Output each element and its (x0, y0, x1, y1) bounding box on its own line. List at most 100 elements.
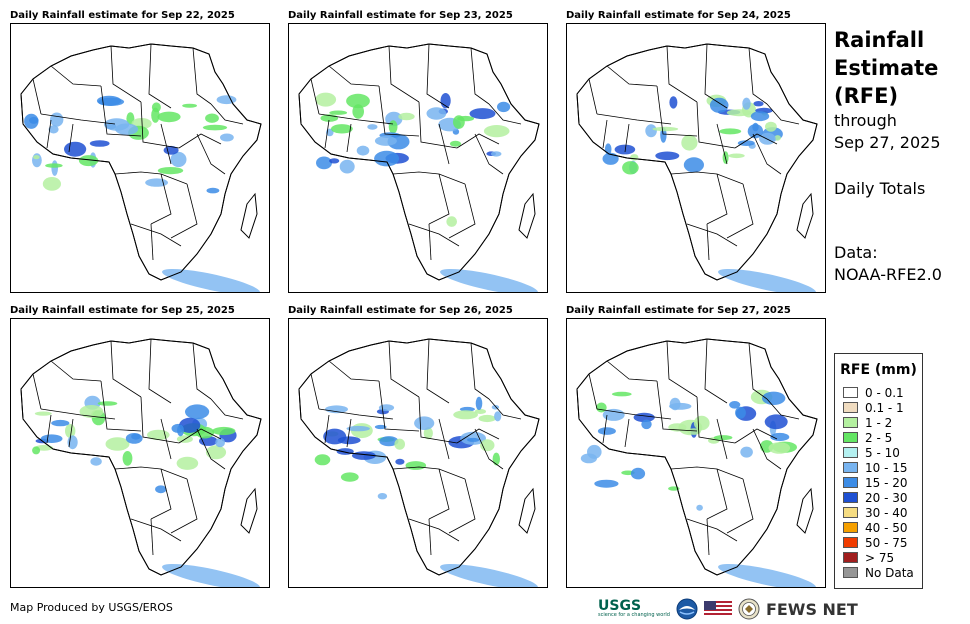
country-border (192, 342, 212, 400)
rainfall-patch (483, 125, 510, 138)
country-border (378, 85, 420, 137)
rainfall-patch (453, 115, 465, 129)
legend-label: 30 - 40 (865, 505, 908, 520)
rainfall-patch (728, 153, 745, 159)
rainfall-patch (131, 433, 141, 440)
rainfall-patch (170, 151, 187, 168)
rainfall-patch (151, 102, 161, 113)
rainfall-patch (316, 156, 332, 170)
country-border (178, 428, 222, 444)
country-border (130, 223, 182, 247)
country-border (428, 468, 450, 520)
country-border (624, 123, 630, 153)
rainfall-patch (474, 409, 487, 414)
rainfall-patch (742, 97, 751, 110)
rainfall-patch (630, 467, 646, 480)
country-border (656, 85, 698, 137)
country-border (748, 47, 768, 105)
rainfall-patch (89, 140, 110, 147)
legend-item: 50 - 75 (843, 535, 922, 550)
panel-title: Daily Rainfall estimate for Sep 26, 2025 (288, 305, 513, 316)
country-border (310, 373, 320, 410)
rainfall-map (10, 23, 270, 293)
rainfall-patch (157, 167, 184, 175)
rainfall-patch (446, 216, 457, 227)
legend-swatch (843, 447, 858, 458)
madagascar-outline (518, 192, 536, 239)
country-border (748, 342, 768, 400)
country-border (686, 518, 738, 542)
rainfall-patch (594, 479, 619, 488)
country-border (32, 373, 42, 410)
rainfall-patch (179, 417, 201, 433)
noaa-logo-icon (676, 598, 698, 620)
title-line: Estimate (834, 56, 939, 80)
country-border (696, 101, 736, 149)
rainfall-patch (185, 404, 210, 420)
rainfall-patch (388, 120, 398, 134)
legend-swatch (843, 522, 858, 533)
rainfall-patch (687, 428, 701, 435)
africa-coastline (298, 338, 540, 576)
country-border (392, 466, 466, 480)
rainfall-patch (740, 446, 753, 458)
country-border (68, 123, 74, 153)
country-border (40, 408, 116, 420)
rainfall-patch (346, 93, 370, 109)
country-border (596, 113, 672, 125)
rainfall-patch (78, 155, 99, 167)
country-border (606, 360, 658, 382)
rainfall-patch (440, 268, 538, 292)
legend-item: > 75 (843, 550, 922, 565)
rainfall-patch (32, 446, 41, 455)
us-flag-icon (703, 601, 732, 617)
legend-swatch (843, 402, 858, 413)
rainfall-patch (395, 458, 405, 465)
legend-swatch (843, 417, 858, 428)
rainfall-patch (216, 95, 237, 105)
rainfall-patch (220, 133, 234, 142)
country-border (68, 418, 74, 448)
country-border (448, 183, 476, 239)
rainfall-patch (24, 113, 39, 129)
country-border (752, 133, 782, 175)
rainfall-patch (770, 432, 790, 442)
country-border (470, 47, 490, 105)
rainfall-patch (729, 401, 741, 409)
legend-item: 40 - 50 (843, 520, 922, 535)
rainfall-patch (96, 95, 122, 106)
rainfall-patch (352, 104, 364, 119)
legend-swatch (843, 567, 858, 578)
country-border (150, 223, 154, 261)
rainfall-patch (494, 411, 502, 422)
rainfall-patch (405, 461, 427, 470)
rainfall-patch (669, 96, 678, 109)
rainfall-patch (206, 187, 220, 194)
country-border (392, 171, 466, 185)
legend-label: 15 - 20 (865, 475, 908, 490)
rainfall-patch (50, 112, 64, 127)
rainfall-patch (726, 109, 752, 117)
legend-label: 0.1 - 1 (865, 400, 904, 415)
rainfall-patch (177, 424, 184, 437)
map-title-block: Rainfall Estimate (RFE) through Sep 27, … (834, 26, 964, 286)
legend-item: 0 - 0.1 (843, 385, 922, 400)
country-border (426, 338, 450, 404)
rainfall-patch (374, 135, 397, 146)
country-border (726, 478, 754, 534)
rainfall-patch (315, 92, 337, 107)
rainfall-patch (329, 158, 340, 164)
rainfall-patch (718, 268, 816, 292)
country-border (346, 418, 352, 448)
legend-label: No Data (865, 565, 914, 580)
rainfall-patch (497, 101, 511, 113)
country-border (488, 398, 522, 420)
rainfall-patch (469, 108, 496, 120)
rainfall-patch (64, 141, 87, 157)
rainfall-patch (713, 435, 733, 441)
country-border (130, 518, 182, 542)
rainfall-patch (162, 563, 260, 587)
legend-label: 5 - 10 (865, 445, 900, 460)
rainfall-patch (40, 434, 63, 443)
rainfall-patch (340, 472, 359, 482)
